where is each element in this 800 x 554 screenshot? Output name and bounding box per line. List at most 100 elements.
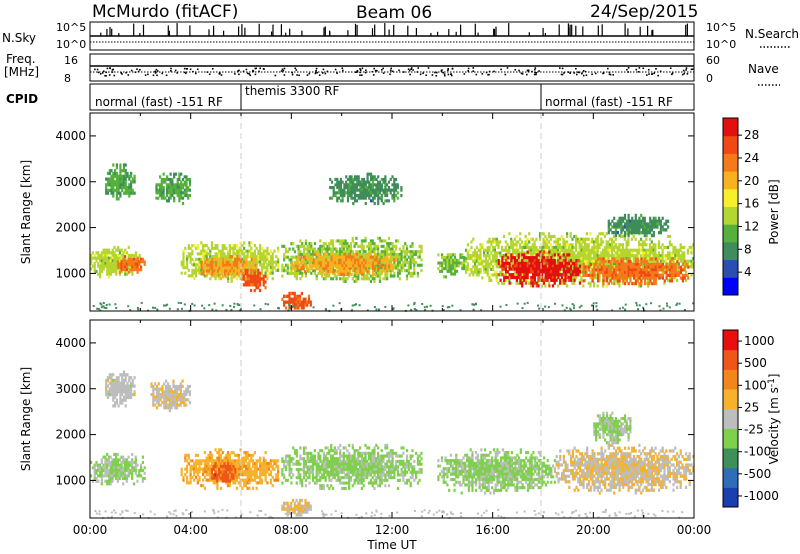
freq-dot	[359, 69, 362, 71]
power-cell	[93, 262, 96, 266]
power-cell	[330, 186, 334, 190]
power-cell	[513, 261, 517, 265]
power-cell	[297, 300, 300, 304]
power-cell	[474, 254, 477, 258]
power-cell	[623, 254, 626, 258]
power-cell	[361, 191, 364, 195]
power-cell	[231, 255, 234, 259]
freq-dot	[408, 69, 411, 72]
power-cell	[119, 163, 122, 167]
power-cell	[538, 234, 542, 238]
power-cell	[131, 253, 134, 257]
power-cell	[357, 175, 360, 179]
power-cell	[221, 252, 224, 256]
power-cell	[124, 248, 127, 252]
power-cell	[499, 264, 502, 268]
power-cell	[359, 196, 362, 200]
power-cell	[463, 258, 466, 262]
power-cell	[686, 259, 689, 263]
power-cell	[629, 251, 632, 255]
power-cell	[506, 254, 509, 258]
power-cell	[596, 259, 599, 263]
power-cell	[584, 254, 587, 258]
freq-dot	[94, 68, 96, 71]
power-cell	[115, 166, 118, 170]
power-cell	[361, 272, 364, 277]
power-cell	[495, 262, 498, 266]
power-cell	[539, 275, 542, 280]
power-cell	[616, 262, 619, 266]
power-cell	[683, 260, 686, 264]
power-cell	[517, 264, 520, 268]
power-cell	[187, 186, 190, 190]
power-cell	[624, 271, 627, 275]
power-cell	[302, 244, 306, 248]
power-cell	[596, 237, 599, 241]
power-cell	[446, 264, 449, 268]
freq-dot	[504, 73, 507, 76]
power-cell	[243, 241, 246, 245]
freq-dot	[130, 69, 133, 72]
power-cell	[515, 264, 518, 268]
power-cell	[618, 262, 621, 266]
power-cell	[488, 254, 491, 258]
power-cell	[603, 245, 606, 249]
power-cell	[546, 240, 549, 244]
power-cell	[541, 267, 544, 271]
power-cell	[348, 250, 351, 254]
power-cell	[333, 274, 336, 278]
power-cell	[259, 255, 262, 259]
power-cell	[255, 255, 258, 259]
power-cell	[544, 267, 547, 271]
power-cell	[593, 254, 596, 258]
power-cell	[203, 252, 206, 256]
power-cell	[616, 254, 619, 258]
power-cell	[634, 262, 638, 266]
power-cell	[395, 244, 398, 248]
power-cell	[384, 175, 387, 179]
power-cell	[593, 281, 596, 285]
power-cell	[641, 256, 644, 260]
power-cell	[409, 271, 412, 275]
power-cell	[409, 255, 412, 259]
freq-dot	[669, 67, 672, 69]
power-cell	[490, 243, 493, 247]
power-cell	[246, 274, 249, 278]
power-cell	[558, 270, 561, 274]
power-cell	[585, 262, 588, 266]
power-cell	[359, 183, 362, 187]
power-cell	[203, 274, 206, 278]
power-cell	[216, 263, 219, 267]
power-cell	[216, 257, 219, 261]
power-cell	[571, 237, 574, 241]
power-cell	[667, 273, 670, 277]
power-cell	[218, 275, 221, 279]
power-cell	[114, 180, 117, 184]
power-cell	[136, 270, 139, 274]
power-cell	[396, 252, 400, 256]
power-cell	[519, 251, 522, 255]
power-cell	[113, 251, 116, 255]
power-cell	[380, 255, 383, 259]
power-cell	[114, 174, 117, 178]
power-cell	[474, 256, 477, 260]
freq-dot	[104, 74, 106, 77]
power-cell	[621, 251, 625, 255]
power-cell	[526, 240, 529, 244]
power-cell	[538, 259, 542, 263]
power-cell	[384, 274, 387, 278]
power-cell	[120, 256, 123, 260]
power-cell	[216, 255, 219, 259]
power-cell	[661, 259, 664, 263]
freq-tick-top: 16	[64, 54, 78, 67]
freq-dot	[237, 70, 239, 72]
power-cell	[490, 267, 493, 271]
freq-dot	[608, 73, 611, 76]
power-cell	[323, 258, 326, 262]
power-cell	[656, 260, 659, 264]
power-cell	[488, 237, 491, 241]
power-cell	[128, 177, 131, 181]
power-cell	[670, 273, 674, 277]
power-cell	[479, 262, 482, 266]
power-cell	[127, 253, 130, 257]
